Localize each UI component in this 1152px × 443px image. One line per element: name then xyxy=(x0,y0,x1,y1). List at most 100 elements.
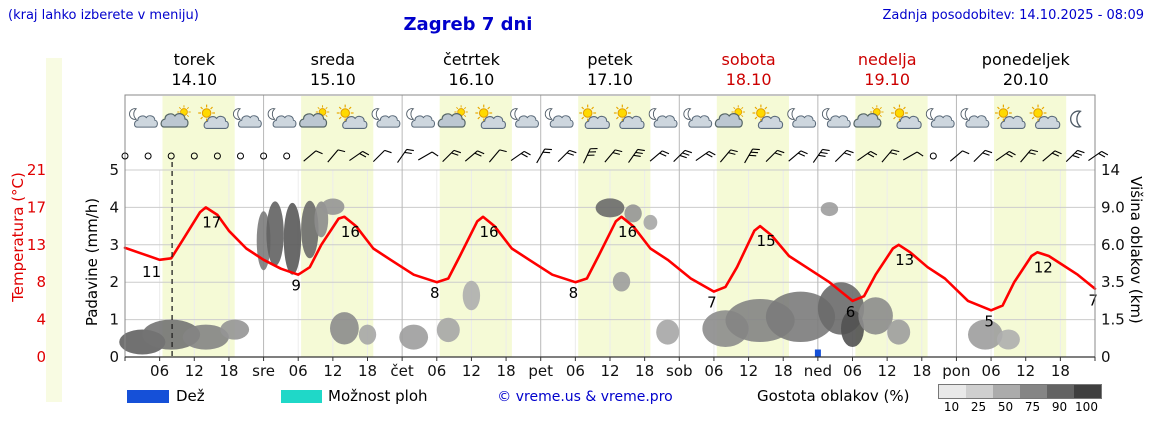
cloud-blob xyxy=(612,271,631,292)
sun-cloud-icon xyxy=(752,104,784,129)
wind-calm-icon xyxy=(190,152,198,160)
wind-barb-icon xyxy=(327,149,346,163)
wind-calm-icon xyxy=(260,152,268,160)
precip-axis-tick: 3 xyxy=(109,236,119,254)
time-axis-label: 18 xyxy=(497,362,516,380)
time-axis-label: 18 xyxy=(358,362,377,380)
cloud-blob xyxy=(182,324,229,350)
cloud-sun-icon xyxy=(437,105,468,128)
wind-barb-icon xyxy=(442,149,461,163)
time-axis-label: 12 xyxy=(462,362,481,380)
temp-axis-tick: 0 xyxy=(36,348,46,366)
wind-barb-icon xyxy=(510,150,531,162)
time-axis-label: 06 xyxy=(843,362,862,380)
density-tick-label: 50 xyxy=(997,400,1014,414)
cloud-blob xyxy=(996,329,1020,350)
wind-barb-icon xyxy=(372,149,392,163)
wind-barb-icon xyxy=(995,150,1016,162)
time-axis-label: 18 xyxy=(635,362,654,380)
density-tick-label: 75 xyxy=(1024,400,1041,414)
time-axis-label: ned xyxy=(804,362,832,380)
cloud-blob xyxy=(841,310,864,347)
height-axis-tick: 0 xyxy=(1101,348,1111,366)
day-header-petek: petek 17.10 xyxy=(587,50,633,89)
left-accent-strip xyxy=(46,58,62,402)
time-axis-label: 06 xyxy=(982,362,1001,380)
precip-axis-tick: 2 xyxy=(109,273,119,291)
wind-barb-icon xyxy=(973,149,993,163)
daylight-band xyxy=(994,96,1067,357)
moon-cloud-icon xyxy=(960,108,990,128)
temperature-value-label: 7 xyxy=(707,294,717,312)
wind-calm-icon xyxy=(167,152,175,160)
wind-barb-icon xyxy=(949,150,970,162)
moon-cloud-icon xyxy=(371,108,401,128)
cloud-density-tick-labels: 10 25 50 75 90 100 xyxy=(938,400,1100,414)
wind-barb-icon xyxy=(604,149,623,163)
cloud-blob xyxy=(765,291,836,342)
precip-axis-tick: 5 xyxy=(109,161,119,179)
cloud-blob xyxy=(283,202,302,275)
time-axis-label: 06 xyxy=(289,362,308,380)
time-axis-label: 18 xyxy=(912,362,931,380)
sun-cloud-icon xyxy=(613,104,645,129)
temperature-value-label: 7 xyxy=(1088,292,1098,310)
credit-link[interactable]: © vreme.us & vreme.pro xyxy=(497,389,673,405)
wind-barb-icon xyxy=(719,149,738,163)
density-tick-label: 90 xyxy=(1051,400,1068,414)
wind-barb-icon xyxy=(649,150,670,162)
wind-calm-icon xyxy=(929,152,937,160)
temp-axis-tick: 4 xyxy=(36,311,46,329)
temperature-value-label: 15 xyxy=(757,232,776,250)
showers-legend-swatch xyxy=(281,390,322,403)
rain-bar xyxy=(814,349,821,357)
wind-barb-icon xyxy=(536,148,552,164)
time-axis-label: 12 xyxy=(739,362,758,380)
time-axis-label: 12 xyxy=(878,362,897,380)
sun-cloud-icon xyxy=(579,104,610,129)
location-hint: (kraj lahko izberete v meniju) xyxy=(8,8,199,23)
cloud-blob xyxy=(436,317,460,343)
cloud-blob xyxy=(330,312,359,345)
wind-barb-icon xyxy=(628,148,645,163)
last-update-text: Zadnja posodobitev: 14.10.2025 - 08:09 xyxy=(882,8,1144,23)
wind-barb-icon xyxy=(673,149,692,163)
day-header-torek: torek 14.10 xyxy=(171,50,218,89)
density-tick-label: 10 xyxy=(943,400,960,414)
height-axis-tick: 1.5 xyxy=(1101,311,1125,329)
sun-cloud-icon xyxy=(1029,104,1061,129)
day-header-row: torek 14.10 sreda 15.10 četrtek 16.10 petek 17.… xyxy=(125,50,1095,90)
time-axis-label: 18 xyxy=(774,362,793,380)
wind-calm-icon xyxy=(237,152,244,160)
day-header-sobota: sobota 18.10 xyxy=(721,50,776,89)
temp-axis-tick: 17 xyxy=(27,198,46,216)
sun-cloud-icon xyxy=(336,104,368,129)
height-axis-tick: 9.0 xyxy=(1101,198,1125,216)
moon-cloud-icon xyxy=(544,108,574,128)
precip-axis-tick: 4 xyxy=(109,198,119,216)
sun-cloud-icon xyxy=(475,104,506,129)
height-axis-tick: 14 xyxy=(1101,161,1120,179)
time-axis-label: 06 xyxy=(427,362,446,380)
wind-calm-icon xyxy=(144,152,152,160)
cloud-sun-icon xyxy=(299,105,330,128)
temperature-value-label: 13 xyxy=(895,251,914,269)
wind-barb-icon xyxy=(397,148,414,163)
time-axis-label: čet xyxy=(390,362,413,380)
cloud-blob xyxy=(968,319,1003,350)
wind-barb-icon xyxy=(349,150,370,162)
moon-cloud-icon xyxy=(648,108,678,128)
moon-cloud-icon xyxy=(267,108,297,128)
wind-barb-icon xyxy=(812,148,830,163)
cloud-blob xyxy=(820,202,839,217)
density-tick-label: 100 xyxy=(1075,400,1098,414)
moon-cloud-icon xyxy=(787,108,817,128)
wind-barb-icon xyxy=(881,149,900,163)
precip-axis-tick: 1 xyxy=(109,311,119,329)
cloud-blob xyxy=(887,319,911,345)
rain-legend-label: Dež xyxy=(176,387,205,405)
wind-barb-icon xyxy=(902,151,924,161)
cloud-blob xyxy=(220,319,250,340)
cloud-blob xyxy=(266,201,284,266)
height-axis-tick: 6.0 xyxy=(1101,236,1125,254)
